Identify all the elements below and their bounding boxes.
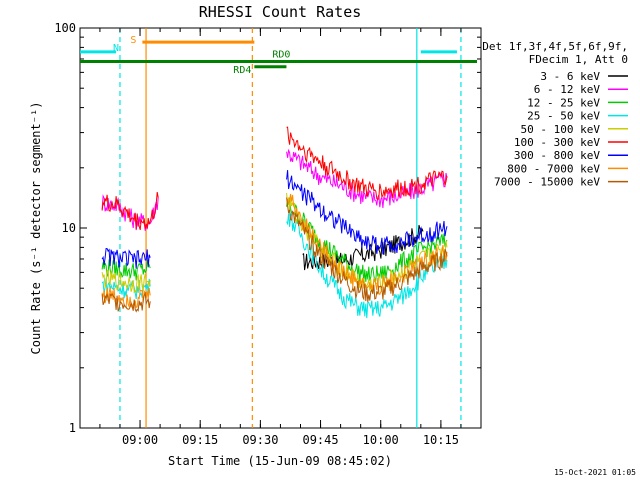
y-axis-label: Count Rate (s⁻¹ detector segment⁻¹) [29, 102, 43, 355]
series-line [101, 192, 159, 231]
y-tick-label: 10 [62, 221, 76, 235]
y-tick-label: 1 [69, 421, 76, 435]
series-line [101, 194, 159, 231]
legend-header: FDecim 1, Att 0 [529, 53, 628, 66]
series-line [286, 126, 448, 201]
series-line [101, 269, 151, 294]
legend-label: 3 - 6 keV [540, 70, 600, 83]
flag-label: RD0 [272, 49, 290, 60]
legend-label: 12 - 25 keV [527, 96, 600, 109]
flag-label: S [130, 35, 136, 46]
timestamp: 15-Oct-2021 01:05 [554, 468, 636, 477]
series-line [286, 197, 448, 302]
legend-header: Det 1f,3f,4f,5f,6f,9f, [482, 40, 628, 53]
y-tick-label: 100 [54, 21, 76, 35]
legend-label: 800 - 7000 keV [507, 162, 600, 175]
legend-label: 300 - 800 keV [514, 149, 600, 162]
flag-label: N [113, 43, 119, 54]
series-line [286, 193, 448, 296]
legend-label: 50 - 100 keV [521, 123, 601, 136]
x-tick-label: 10:00 [363, 433, 399, 447]
series-line [286, 212, 448, 319]
x-tick-label: 09:45 [302, 433, 338, 447]
x-tick-label: 09:30 [242, 433, 278, 447]
x-axis-label: Start Time (15-Jun-09 08:45:02) [168, 454, 392, 468]
series-line [101, 291, 151, 313]
chart-title: RHESSI Count Rates [199, 3, 362, 21]
x-tick-label: 09:15 [182, 433, 218, 447]
series-line [286, 197, 448, 284]
legend-label: 7000 - 15000 keV [494, 176, 600, 189]
x-tick-label: 09:00 [122, 433, 158, 447]
series-line [101, 247, 151, 269]
x-tick-label: 10:15 [423, 433, 459, 447]
legend-label: 100 - 300 keV [514, 136, 600, 149]
series-line [286, 170, 448, 255]
legend-label: 25 - 50 keV [527, 110, 600, 123]
flag-label: RD4 [233, 65, 251, 76]
legend-label: 6 - 12 keV [534, 83, 601, 96]
series-line [101, 258, 151, 281]
